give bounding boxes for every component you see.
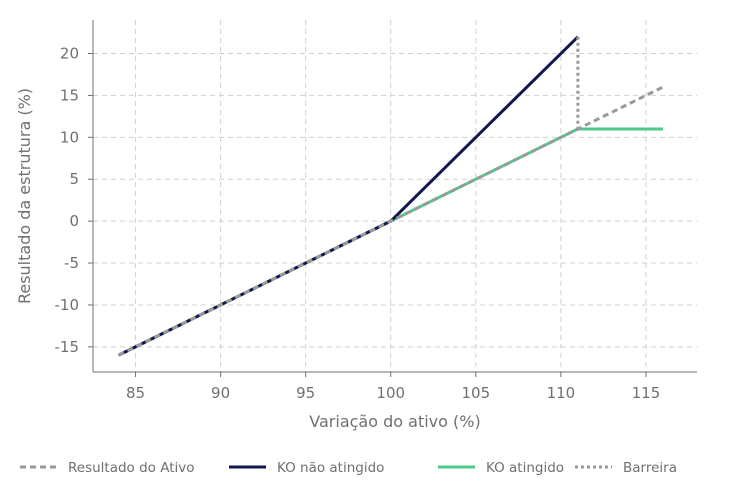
x-tick-label: 85 — [126, 384, 145, 402]
series-lines — [117, 35, 664, 357]
y-tick-label: -10 — [55, 296, 80, 314]
series-line-resultado-do-ativo — [117, 85, 664, 357]
legend-label: KO atingido — [486, 460, 564, 476]
legend-item: KO não atingido — [229, 460, 384, 476]
y-tick-label: 20 — [60, 45, 79, 63]
legend-item: Barreira — [575, 460, 677, 476]
grid — [93, 20, 697, 372]
y-tick-label: -5 — [64, 254, 79, 272]
y-tick-label: -15 — [55, 338, 80, 356]
y-tick-label: 10 — [60, 128, 79, 146]
x-tick-label: 105 — [461, 384, 490, 402]
legend-label: KO não atingido — [277, 460, 384, 476]
y-tick-label: 0 — [69, 212, 79, 230]
x-tick-label: 95 — [296, 384, 315, 402]
legend-item: Resultado do Ativo — [20, 460, 195, 476]
series-line-ko-n-o-atingido — [117, 35, 579, 357]
x-tick-label: 115 — [632, 384, 661, 402]
axes — [88, 20, 697, 377]
x-tick-label: 100 — [376, 384, 405, 402]
x-axis-title: Variação do ativo (%) — [309, 412, 480, 431]
legend-item: KO atingido — [438, 460, 564, 476]
x-tick-label: 110 — [547, 384, 576, 402]
y-axis-title: Resultado da estrutura (%) — [15, 88, 34, 304]
y-tick-label: 15 — [60, 86, 79, 104]
legend: Resultado do Ativo KO não atingido KO atin… — [20, 460, 677, 476]
x-tick-label: 90 — [211, 384, 230, 402]
y-tick-label: 5 — [69, 170, 79, 188]
tick-labels: 85 90 95 100 105 110 115 -15 -10 -5 0 5 10 15 20 — [55, 45, 661, 402]
legend-label: Barreira — [623, 460, 677, 476]
legend-label: Resultado do Ativo — [68, 460, 195, 476]
